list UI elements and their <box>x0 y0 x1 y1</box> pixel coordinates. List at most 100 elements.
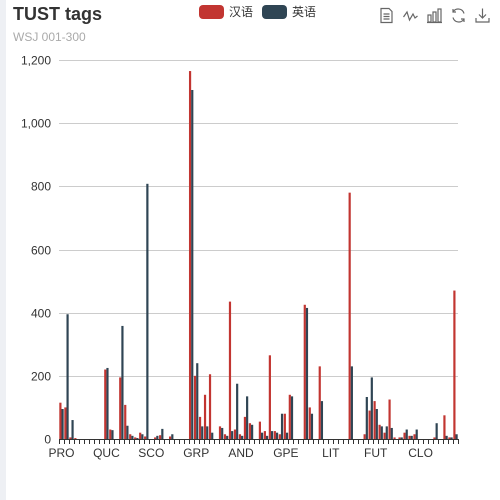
bar-series-b[interactable] <box>156 435 159 439</box>
bar-series-b[interactable] <box>206 426 209 439</box>
bar-series-a[interactable] <box>59 402 62 439</box>
bar-series-a[interactable] <box>74 438 77 439</box>
bar-series-b[interactable] <box>415 429 418 439</box>
bar-series-b[interactable] <box>171 434 174 439</box>
bar-series-a[interactable] <box>453 290 456 439</box>
bar-series-b[interactable] <box>380 426 383 439</box>
restore-icon[interactable] <box>448 5 468 25</box>
bar-series-a[interactable] <box>169 436 172 439</box>
bar-series-a[interactable] <box>139 432 142 439</box>
legend-item-series-a[interactable]: 汉语 <box>199 3 253 20</box>
bar-series-a[interactable] <box>198 416 202 439</box>
bar-series-b[interactable] <box>106 367 109 439</box>
bar-series-b[interactable] <box>375 409 378 439</box>
bar-series-a[interactable] <box>268 355 271 439</box>
bar-series-b[interactable] <box>270 431 274 439</box>
bar-series-b[interactable] <box>146 183 149 439</box>
bar-series-b[interactable] <box>305 307 309 439</box>
bar-series-b[interactable] <box>455 434 458 439</box>
bar-series-b[interactable] <box>385 426 388 439</box>
bar-series-b[interactable] <box>196 363 199 439</box>
bar-series-a[interactable] <box>243 416 247 439</box>
bar-series-b[interactable] <box>131 435 134 439</box>
bar-series-b[interactable] <box>201 426 204 439</box>
bar-series-b[interactable] <box>410 435 413 439</box>
bar-series-b[interactable] <box>136 438 139 439</box>
bar-series-b[interactable] <box>241 435 244 439</box>
bar-series-b[interactable] <box>390 427 393 439</box>
bar-series-a[interactable] <box>403 432 406 439</box>
bar-series-b[interactable] <box>226 435 229 439</box>
bar-series-a[interactable] <box>193 375 197 439</box>
bar-series-b[interactable] <box>66 314 69 439</box>
bar-series-a[interactable] <box>398 437 401 439</box>
bar-series-b[interactable] <box>405 429 408 439</box>
bar-series-a[interactable] <box>203 394 207 439</box>
bar-series-a[interactable] <box>363 434 366 439</box>
bar-series-a[interactable] <box>64 407 67 439</box>
bar-series-a[interactable] <box>218 426 222 439</box>
bar-series-b[interactable] <box>310 413 314 439</box>
legend-item-series-b[interactable]: 英语 <box>262 3 316 20</box>
bar-series-b[interactable] <box>246 396 249 439</box>
bar-series-b[interactable] <box>141 434 144 439</box>
bar-series-a[interactable] <box>413 434 416 439</box>
bar-series-b[interactable] <box>191 90 194 439</box>
bar-series-b[interactable] <box>251 424 254 439</box>
save-image-icon[interactable] <box>472 5 492 25</box>
bar-series-a[interactable] <box>238 434 242 439</box>
bar-series-a[interactable] <box>448 437 451 439</box>
bar-series-b[interactable] <box>126 425 129 439</box>
bar-series-a[interactable] <box>283 413 286 439</box>
bar-series-b[interactable] <box>400 437 403 439</box>
bar-series-a[interactable] <box>433 437 436 439</box>
bar-series-b[interactable] <box>265 435 269 439</box>
bar-series-a[interactable] <box>368 410 371 439</box>
bar-series-a[interactable] <box>308 407 311 439</box>
bar-series-b[interactable] <box>111 430 114 439</box>
bar-series-a[interactable] <box>223 434 227 439</box>
bar-series-a[interactable] <box>69 437 72 439</box>
bar-series-b[interactable] <box>350 366 353 439</box>
bar-series-b[interactable] <box>236 383 239 439</box>
bar-series-a[interactable] <box>129 434 132 439</box>
bar-series-b[interactable] <box>275 432 279 439</box>
bar-series-a[interactable] <box>303 304 306 439</box>
bar-series-a[interactable] <box>263 431 266 439</box>
bar-series-a[interactable] <box>119 377 122 439</box>
bar-series-b[interactable] <box>290 396 294 439</box>
bar-series-b[interactable] <box>260 432 264 439</box>
bar-series-b[interactable] <box>435 423 438 439</box>
bar-series-a[interactable] <box>258 421 261 439</box>
bar-series-b[interactable] <box>121 325 124 439</box>
bar-series-a[interactable] <box>288 394 291 439</box>
bar-series-a[interactable] <box>348 192 351 439</box>
bar-series-a[interactable] <box>248 423 252 439</box>
bar-series-a[interactable] <box>109 429 112 439</box>
bar-series-a[interactable] <box>159 435 162 439</box>
bar-series-a[interactable] <box>233 429 237 439</box>
bar-series-b[interactable] <box>320 401 324 439</box>
bar-series-a[interactable] <box>228 301 232 439</box>
bar-series-a[interactable] <box>388 399 391 439</box>
bar-series-b[interactable] <box>161 428 164 439</box>
bar-series-a[interactable] <box>408 435 411 439</box>
bar-series-b[interactable] <box>280 413 284 439</box>
bar-series-a[interactable] <box>318 366 321 439</box>
bar-series-a[interactable] <box>104 369 107 439</box>
bar-series-a[interactable] <box>278 434 281 439</box>
bar-series-a[interactable] <box>443 415 446 439</box>
bar-series-b[interactable] <box>61 409 64 439</box>
bar-series-a[interactable] <box>373 401 376 439</box>
bar-series-b[interactable] <box>211 432 214 439</box>
bar-series-a[interactable] <box>124 404 127 439</box>
line-chart-icon[interactable] <box>400 5 420 25</box>
bar-series-a[interactable] <box>134 437 137 439</box>
data-view-icon[interactable] <box>376 5 396 25</box>
bar-series-b[interactable] <box>445 435 448 439</box>
bar-series-a[interactable] <box>393 437 396 439</box>
bar-series-a[interactable] <box>378 424 381 439</box>
bar-series-a[interactable] <box>208 374 212 439</box>
bar-series-b[interactable] <box>285 432 289 439</box>
bar-series-a[interactable] <box>154 437 157 439</box>
